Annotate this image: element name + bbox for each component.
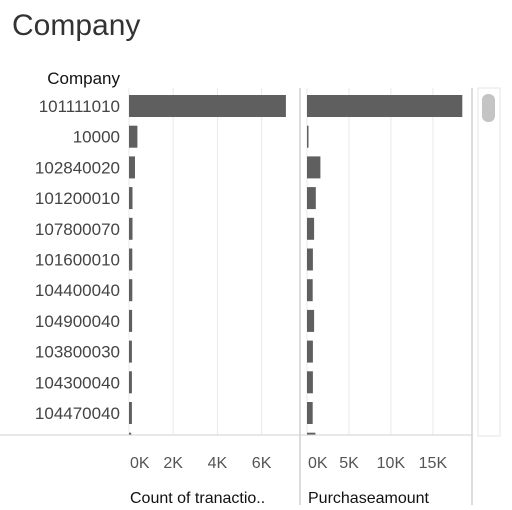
tick-label: 15K [419, 455, 448, 472]
bar[interactable] [307, 371, 313, 394]
bar[interactable] [129, 217, 133, 240]
row-label: 102840020 [35, 158, 120, 177]
tick-label: 6K [252, 455, 272, 472]
tick-label: 0K [130, 455, 150, 472]
row-label: 107800070 [35, 220, 120, 239]
row-header: Company [47, 69, 120, 88]
row-label: 101111010 [39, 97, 120, 116]
tick-label: 10K [377, 455, 406, 472]
bar[interactable] [129, 95, 286, 117]
bar[interactable] [307, 248, 313, 271]
bar[interactable] [129, 340, 132, 363]
bar[interactable] [307, 309, 315, 332]
bar[interactable] [307, 279, 313, 302]
scrollbar-thumb[interactable] [482, 94, 495, 122]
bar[interactable] [129, 371, 132, 394]
page-title: Company [12, 9, 140, 42]
bar[interactable] [307, 187, 316, 210]
scrollbar-track[interactable] [477, 87, 501, 437]
bar[interactable] [129, 156, 135, 179]
bar[interactable] [129, 402, 132, 424]
bar-partial[interactable] [129, 432, 132, 435]
row-labels: 101111010 10000 102840020 101200010 10780007… [35, 97, 120, 423]
axes: 0K 2K 4K 6K Count of tranactio.. 0K 5K 10K 15K Pu… [130, 455, 447, 507]
bar[interactable] [129, 248, 133, 271]
bar[interactable] [307, 340, 313, 363]
bar[interactable] [307, 402, 313, 424]
bar[interactable] [129, 187, 133, 210]
row-label: 104400040 [35, 281, 120, 300]
tick-label: 2K [163, 455, 183, 472]
bar[interactable] [307, 125, 309, 148]
row-label: 101600010 [35, 251, 120, 270]
bar[interactable] [307, 95, 463, 117]
grid-layer [128, 88, 434, 435]
tick-label: 0K [308, 455, 328, 472]
row-label: 10000 [73, 128, 120, 147]
vertical-scrollbar[interactable] [477, 87, 501, 437]
row-label: 103800030 [35, 343, 120, 362]
tick-label: 5K [339, 455, 359, 472]
bar[interactable] [129, 279, 133, 302]
bar[interactable] [129, 125, 138, 148]
row-label: 101200010 [35, 189, 120, 208]
bar-partial[interactable] [307, 432, 316, 435]
row-label: 104300040 [35, 373, 120, 392]
bars-layer [129, 95, 463, 435]
row-label: 104470040 [35, 404, 120, 423]
tick-label: 4K [208, 455, 228, 472]
axis-title: Count of tranactio.. [130, 490, 265, 507]
bar[interactable] [129, 309, 133, 332]
bar[interactable] [307, 217, 315, 240]
axis-title: Purchaseamount [308, 490, 430, 507]
row-label: 104900040 [35, 312, 120, 331]
bar[interactable] [307, 156, 321, 179]
